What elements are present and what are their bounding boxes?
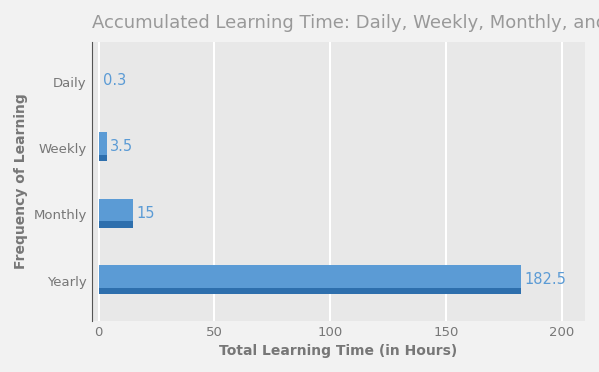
Bar [99, 199, 134, 221]
Text: 0.3: 0.3 [103, 73, 126, 88]
Bar [99, 265, 521, 288]
X-axis label: Total Learning Time (in Hours): Total Learning Time (in Hours) [219, 344, 458, 358]
Bar [99, 282, 521, 294]
Bar [99, 216, 134, 228]
Bar [99, 132, 107, 155]
Bar [99, 150, 107, 161]
Text: 182.5: 182.5 [525, 272, 567, 287]
Text: Accumulated Learning Time: Daily, Weekly, Monthly, and Yearly: Accumulated Learning Time: Daily, Weekly… [92, 14, 599, 32]
Y-axis label: Frequency of Learning: Frequency of Learning [14, 93, 28, 269]
Text: 3.5: 3.5 [110, 139, 134, 154]
Text: 15: 15 [137, 206, 155, 221]
